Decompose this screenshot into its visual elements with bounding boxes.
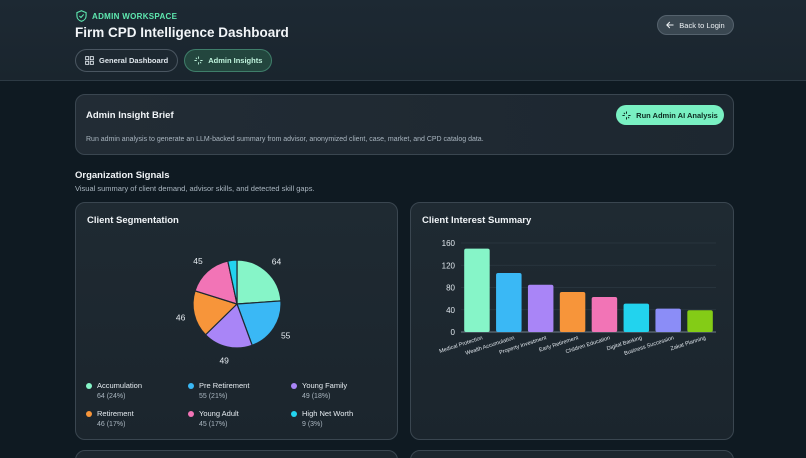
pie-slice-label: 49 [219,356,229,366]
pie-slice-label: 45 [193,256,203,266]
pie-slice-label: 55 [281,331,291,341]
tab-general-dashboard[interactable]: General Dashboard [75,49,179,72]
legend-item: Retirement 46 (17%) [86,409,186,428]
y-tick-label: 40 [446,306,455,315]
run-admin-ai-analysis-button[interactable]: Run Admin AI Analysis [616,105,724,125]
legend-item: High Net Worth 9 (3%) [291,409,391,428]
bar [559,291,586,332]
brief-title: Admin Insight Brief [86,110,174,121]
pie-slice [236,300,282,347]
legend-value: 45 (17%) [199,421,228,428]
pie-slice [236,259,282,305]
legend-value: 55 (21%) [199,393,228,400]
client-segmentation-title: Client Segmentation [87,215,179,226]
shield-check-icon [76,10,87,22]
pie-slice [227,259,238,305]
tab-general-dashboard-label: General Dashboard [99,56,169,65]
back-to-login-label: Back to Login [679,20,725,30]
bar [496,273,522,332]
run-admin-ai-analysis-label: Run Admin AI Analysis [636,110,718,120]
x-tick-label: Zakat Planning [670,335,707,352]
legend-swatch [188,382,194,389]
legend-value: 64 (24%) [97,393,126,400]
tab-admin-insights-label: Admin Insights [208,56,263,65]
pie-slice [204,302,253,349]
legend-item: Young Adult 45 (17%) [188,409,288,428]
y-tick-label: 80 [446,284,455,293]
legend-item: Accumulation 64 (24%) [86,381,186,400]
legend-label: Young Family [302,381,348,390]
pie-slice [192,290,239,336]
client-interest-summary-title: Client Interest Summary [422,215,532,226]
next-card [410,450,734,458]
legend-value: 46 (17%) [97,421,126,428]
y-tick-label: 0 [451,328,456,337]
client-segmentation-pie-chart: 64 55 49 46 45 [176,256,291,366]
workspace-label: ADMIN WORKSPACE [76,10,177,22]
legend-item: Pre Retirement 55 (21%) [188,381,288,400]
legend-swatch [291,382,297,389]
pie-slice [194,260,238,305]
legend-item: Young Family 49 (18%) [291,381,391,400]
back-to-login-button[interactable]: Back to Login [657,15,734,35]
next-card [75,450,398,458]
legend-swatch [86,382,92,389]
legend-value: 49 (18%) [302,393,331,400]
grid-icon [85,56,94,65]
spark-icon [622,110,631,120]
legend-label: Accumulation [97,381,143,390]
brief-description: Run admin analysis to generate an LLM-ba… [86,136,484,143]
y-tick-label: 120 [442,261,456,270]
client-interest-summary-card: Client Interest Summary 0 40 80 120 160 Medic… [410,202,734,440]
tab-admin-insights[interactable]: Admin Insights [184,49,273,72]
workspace-label-text: ADMIN WORKSPACE [92,11,178,21]
page-title: Firm CPD Intelligence Dashboard [75,25,289,40]
bar [623,303,650,332]
bar [464,248,490,332]
client-segmentation-card: Client Segmentation 64 55 49 46 45 Accumulat… [75,202,398,440]
legend-label: High Net Worth [302,409,354,418]
y-tick-label: 160 [442,239,456,248]
legend-swatch [86,410,92,417]
pie-slice-label: 46 [176,312,186,322]
legend-value: 9 (3%) [302,421,323,428]
legend-label: Young Adult [199,409,239,418]
bar [527,284,554,332]
bar [591,296,618,332]
pie-slice-label: 64 [272,257,282,267]
app-header: ADMIN WORKSPACE Firm CPD Intelligence Da… [0,0,806,81]
legend-swatch [188,410,194,417]
admin-insight-brief-card: Admin Insight Brief Run admin analysis t… [75,94,734,155]
legend-label: Pre Retirement [199,381,250,390]
spark-icon [194,56,203,65]
bar [655,308,681,332]
arrow-left-icon [666,21,674,29]
organization-signals-title: Organization Signals [75,170,170,181]
bar [687,310,713,332]
legend-swatch [291,410,297,417]
legend-label: Retirement [97,409,134,418]
organization-signals-subtitle: Visual summary of client demand, advisor… [75,184,315,193]
tab-bar: General Dashboard Admin Insights [75,49,273,72]
